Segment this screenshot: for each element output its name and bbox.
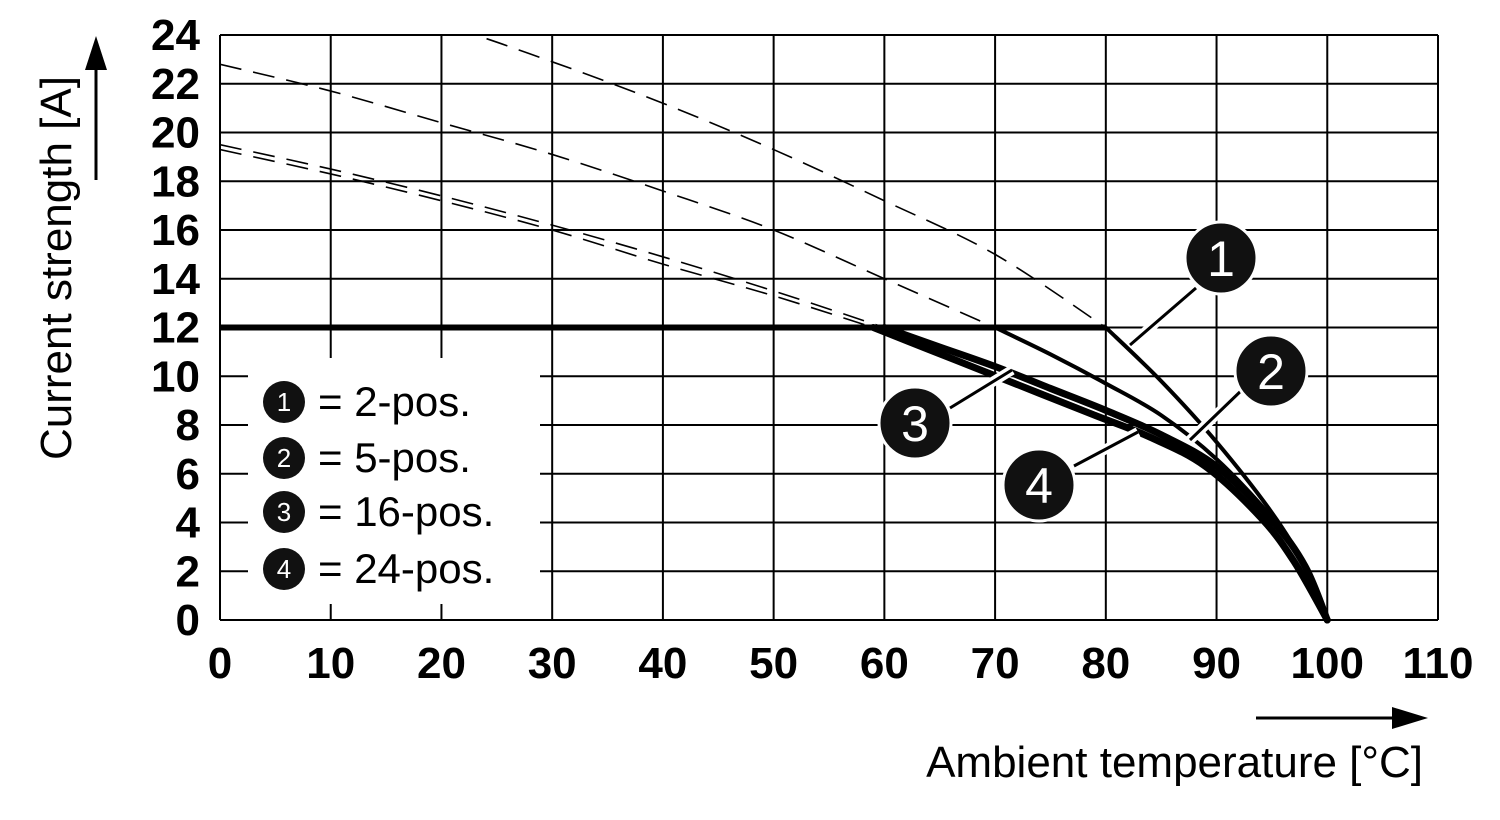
x-tick-label: 50	[749, 639, 798, 688]
legend-badge	[263, 491, 305, 533]
callout-1: 1	[1126, 220, 1259, 349]
callout-leader	[1073, 430, 1139, 468]
legend-badge-number: 1	[277, 387, 291, 417]
legend-label: = 2-pos.	[318, 378, 471, 425]
legend-badge-number: 3	[277, 497, 291, 527]
legend-badge	[263, 437, 305, 479]
y-tick-label: 6	[176, 450, 200, 499]
y-tick-label: 24	[151, 11, 200, 60]
callout-badge	[1001, 447, 1077, 523]
extrapolated-line-series-3	[220, 143, 885, 329]
x-tick-label: 110	[1403, 639, 1474, 688]
x-tick-labels: 0 10 20 30 40 50 60 70 80 90 100 110	[208, 639, 1474, 688]
line-series-4	[869, 324, 1331, 624]
legend-label: = 16-pos.	[318, 488, 494, 535]
x-tick-label: 40	[638, 639, 687, 688]
y-tick-label: 16	[151, 206, 200, 255]
y-tick-label: 20	[151, 109, 200, 158]
x-tick-label: 100	[1291, 639, 1364, 688]
callout-2: 2	[1186, 333, 1309, 444]
x-tick-label: 30	[528, 639, 577, 688]
legend-item: 3 = 16-pos.	[263, 488, 494, 535]
y-tick-label: 14	[151, 255, 200, 304]
y-tick-label: 10	[151, 352, 200, 401]
legend-badge	[263, 548, 305, 590]
y-tick-label: 2	[176, 547, 200, 596]
x-tick-label: 60	[860, 639, 909, 688]
y-tick-label: 22	[151, 60, 200, 109]
extrapolated-curves	[220, 35, 1107, 329]
y-tick-label: 4	[176, 499, 201, 548]
callout-number: 2	[1257, 344, 1285, 400]
legend-badge	[263, 381, 305, 423]
y-tick-label: 18	[151, 157, 200, 206]
callout-number: 3	[901, 396, 929, 452]
callout-4: 4	[1001, 427, 1141, 523]
callout-leader	[1129, 286, 1197, 347]
legend-item: 4 = 24-pos.	[263, 545, 494, 592]
x-tick-label: 70	[971, 639, 1020, 688]
y-tick-label: 8	[176, 401, 200, 450]
callout-badge	[1233, 333, 1309, 409]
callout-leader	[1188, 386, 1246, 442]
callouts: 1 2 3 4	[877, 220, 1309, 523]
x-tick-label: 10	[306, 639, 355, 688]
chart-grid	[219, 34, 1439, 621]
legend-item: 2 = 5-pos.	[263, 434, 471, 481]
legend-badge-number: 2	[277, 443, 291, 473]
callout-badge	[877, 385, 953, 461]
x-tick-label: 20	[417, 639, 466, 688]
extrapolated-line-series-2	[220, 63, 996, 329]
extrapolated-line-series-1	[472, 35, 1107, 329]
x-axis-label: Ambient temperature [°C]	[926, 738, 1423, 787]
x-axis-arrow-icon	[1392, 707, 1428, 729]
y-axis-title: Current strength [A]	[32, 36, 107, 460]
legend: 1 = 2-pos. 2 = 5-pos. 3 = 16-pos. 4 = 24…	[248, 358, 540, 604]
line-series-3	[880, 324, 1331, 624]
y-tick-label: 0	[176, 596, 200, 645]
legend-label: = 24-pos.	[318, 545, 494, 592]
callout-badge	[1183, 220, 1259, 296]
callout-3: 3	[877, 365, 1015, 461]
y-tick-label: 12	[151, 304, 200, 353]
callout-number: 4	[1025, 458, 1053, 514]
legend-badge-number: 4	[277, 554, 291, 584]
legend-label: = 5-pos.	[318, 434, 471, 481]
legend-item: 1 = 2-pos.	[263, 378, 471, 425]
y-axis-label: Current strength [A]	[32, 76, 81, 460]
x-axis-title: Ambient temperature [°C]	[926, 707, 1428, 787]
callout-number: 1	[1207, 231, 1235, 287]
x-tick-label: 80	[1081, 639, 1130, 688]
x-tick-label: 0	[208, 639, 232, 688]
x-tick-label: 90	[1192, 639, 1241, 688]
y-axis-arrow-icon	[85, 36, 107, 70]
callout-leader	[949, 368, 1013, 410]
extrapolated-line-series-4	[220, 148, 874, 329]
